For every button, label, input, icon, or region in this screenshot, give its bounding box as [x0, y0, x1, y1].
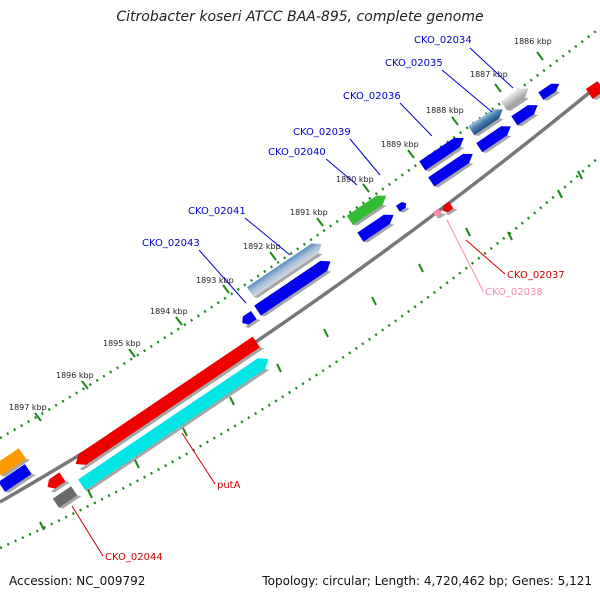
gene-CKO_02035[interactable]	[468, 105, 507, 138]
leader-line	[349, 138, 381, 176]
gene-label[interactable]: CKO_02040	[268, 147, 326, 158]
gene-blue-1890b[interactable]	[357, 210, 398, 244]
leader-line	[469, 47, 514, 89]
map-title: Citrobacter koseri ATCC BAA-895, complet…	[116, 9, 484, 25]
inner-tick	[465, 227, 471, 237]
kbp-tick	[407, 149, 415, 159]
gene-label[interactable]: CKO_02034	[414, 35, 472, 46]
kbp-label: 1892 kbp	[243, 242, 281, 251]
gene-blue-1888b[interactable]	[476, 122, 515, 155]
gene-orange-edge[interactable]	[0, 447, 31, 479]
gene-label[interactable]: CKO_02038	[485, 287, 543, 298]
leader-line	[244, 217, 291, 256]
leader-line	[441, 69, 493, 113]
gene-blue-1892b[interactable]	[254, 256, 335, 318]
kbp-tick	[451, 116, 459, 126]
gene-label[interactable]: CKO_02039	[293, 127, 351, 138]
kbp-label: 1897 kbp	[9, 403, 47, 412]
gene-CKO_02043[interactable]	[239, 309, 261, 329]
accession-label: Accession:	[9, 574, 73, 588]
kbp-tick	[316, 217, 324, 227]
inner-tick	[323, 328, 329, 338]
gene-blue-edge[interactable]	[0, 462, 36, 494]
kbp-tick	[175, 316, 183, 326]
inner-tick	[557, 189, 563, 199]
gene-label[interactable]: CKO_02036	[343, 91, 401, 102]
inner-tick	[229, 396, 235, 406]
inner-tick	[134, 459, 140, 469]
gene-blue-1887b[interactable]	[511, 101, 542, 128]
accession-text: Accession: NC_009792	[9, 574, 145, 588]
kbp-label: 1887 kbp	[470, 70, 508, 79]
gene-putA[interactable]	[72, 335, 265, 472]
gene-CKO_02037[interactable]	[441, 200, 458, 216]
leader-line	[71, 505, 104, 557]
inner-tick	[507, 231, 513, 241]
kbp-label: 1894 kbp	[150, 307, 188, 316]
inner-tick	[577, 170, 583, 180]
gene-CKO_02044[interactable]	[52, 485, 82, 511]
label-leader-lines	[71, 47, 514, 557]
gene-cyan-long[interactable]	[78, 354, 273, 493]
kbp-labels: 1886 kbp 1887 kbp 1888 kbp 1889 kbp 1890 kbp…	[9, 37, 552, 412]
gene-features	[0, 79, 600, 511]
gene-label[interactable]: CKO_02035	[385, 58, 443, 69]
kbp-tick	[494, 83, 502, 93]
leader-line	[446, 219, 484, 292]
gene-CKO_02034[interactable]	[500, 84, 533, 112]
leader-line	[198, 249, 247, 304]
kbp-label: 1886 kbp	[514, 37, 552, 46]
kbp-tick	[536, 51, 544, 61]
gene-CKO_02040[interactable]	[395, 200, 410, 214]
gene-label[interactable]: CKO_02037	[507, 270, 565, 281]
kbp-label: 1895 kbp	[103, 339, 141, 348]
kbp-label: 1893 kbp	[196, 276, 234, 285]
inner-scale-ring	[0, 155, 600, 550]
gene-blue-1889b[interactable]	[428, 149, 477, 189]
kbp-label: 1891 kbp	[290, 208, 328, 217]
gene-CKO_02041[interactable]	[246, 239, 327, 300]
kbp-tick	[362, 183, 370, 193]
gene-red-edge[interactable]	[585, 79, 600, 101]
kbp-label: 1888 kbp	[426, 106, 464, 115]
inner-tick	[371, 296, 377, 306]
leader-line	[181, 432, 216, 485]
kbp-tick	[222, 284, 230, 294]
gene-CKO_02036[interactable]	[419, 133, 468, 173]
gene-label[interactable]: CKO_02041	[188, 206, 246, 217]
kbp-tick	[81, 380, 89, 390]
kbp-tick	[34, 412, 42, 422]
gene-blue-1886[interactable]	[538, 80, 563, 102]
gene-CKO_02038[interactable]	[432, 207, 446, 220]
inner-tick	[276, 363, 282, 373]
scale-ticks	[34, 51, 583, 531]
kbp-label: 1889 kbp	[381, 140, 419, 149]
inner-tick	[182, 427, 188, 437]
leader-line	[465, 239, 506, 275]
gene-label[interactable]: putA	[217, 480, 241, 491]
gene-CKO_02039[interactable]	[346, 191, 391, 227]
kbp-tick	[128, 348, 136, 358]
gene-labels: CKO_02034 CKO_02035 CKO_02036 CKO_02039 CKO_…	[105, 35, 565, 563]
gene-red-left[interactable]	[44, 471, 70, 494]
accession-value: NC_009792	[76, 574, 146, 588]
gene-label[interactable]: CKO_02044	[105, 552, 163, 563]
inner-tick	[418, 263, 424, 273]
kbp-tick	[269, 251, 277, 261]
kbp-label: 1896 kbp	[56, 371, 94, 380]
leader-line	[399, 102, 433, 137]
gene-label[interactable]: CKO_02043	[142, 238, 200, 249]
topology-text: Topology: circular; Length: 4,720,462 bp…	[262, 574, 592, 588]
inner-tick	[87, 489, 93, 499]
leader-line	[325, 158, 358, 186]
inner-tick	[39, 521, 45, 531]
kbp-label: 1890 kbp	[336, 175, 374, 184]
